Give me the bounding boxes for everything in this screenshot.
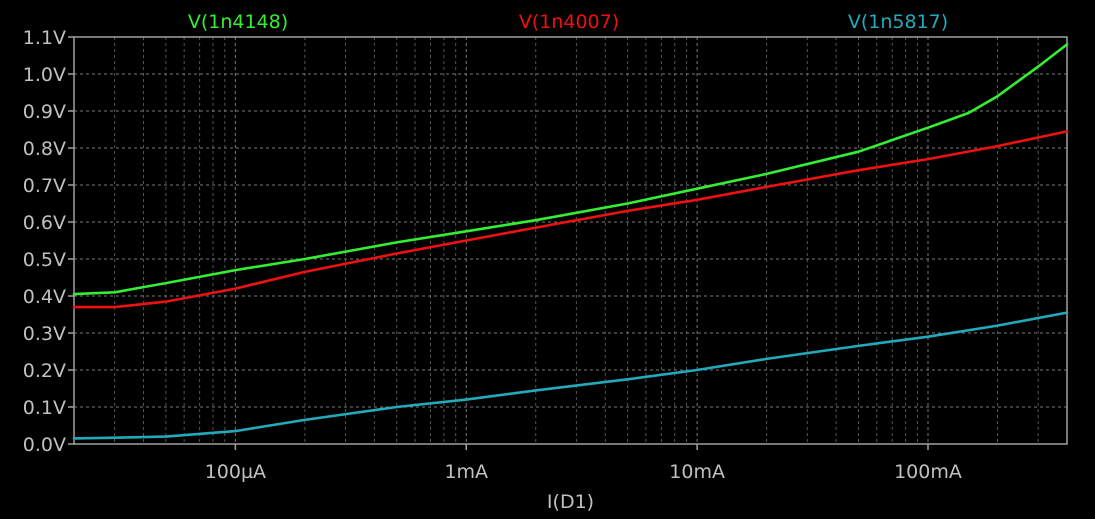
y-tick-label: 0.9V bbox=[23, 101, 66, 123]
series-line-1[interactable] bbox=[72, 43, 1069, 296]
x-tick-label: 10mA bbox=[669, 461, 725, 483]
y-tick-label: 1.1V bbox=[23, 27, 66, 49]
y-tick-label: 0.0V bbox=[23, 434, 66, 456]
y-tick-label: 0.8V bbox=[23, 138, 66, 160]
axis-ticks: 0.0V 0.1V 0.2V 0.3V 0.4V 0.5V 0.6V 0.7V 0.8V 0.9V… bbox=[23, 27, 962, 483]
series-line-2[interactable] bbox=[72, 130, 1069, 309]
legend[interactable]: V(1n4148) V(1n4007) V(1n5817) bbox=[188, 11, 948, 33]
y-tick-label: 0.2V bbox=[23, 360, 66, 382]
x-tick-label: 1mA bbox=[444, 461, 488, 483]
y-tick-label: 0.3V bbox=[23, 323, 66, 345]
series-traces[interactable] bbox=[72, 43, 1069, 440]
series-line-3[interactable] bbox=[72, 311, 1069, 440]
legend-entry-2[interactable]: V(1n4007) bbox=[519, 11, 619, 33]
y-tick-label: 0.7V bbox=[23, 175, 66, 197]
legend-entry-1[interactable]: V(1n4148) bbox=[188, 11, 288, 33]
x-tick-label: 100mA bbox=[894, 461, 962, 483]
grid-lines bbox=[74, 37, 1067, 444]
plot-frame bbox=[73, 36, 1068, 445]
y-tick-label: 1.0V bbox=[23, 64, 66, 86]
legend-entry-3[interactable]: V(1n5817) bbox=[848, 11, 948, 33]
y-tick-label: 0.1V bbox=[23, 397, 66, 419]
x-tick-label: 100µA bbox=[205, 461, 266, 483]
x-axis-label: I(D1) bbox=[547, 491, 594, 513]
y-tick-label: 0.5V bbox=[23, 249, 66, 271]
y-tick-label: 0.6V bbox=[23, 212, 66, 234]
y-tick-label: 0.4V bbox=[23, 286, 66, 308]
